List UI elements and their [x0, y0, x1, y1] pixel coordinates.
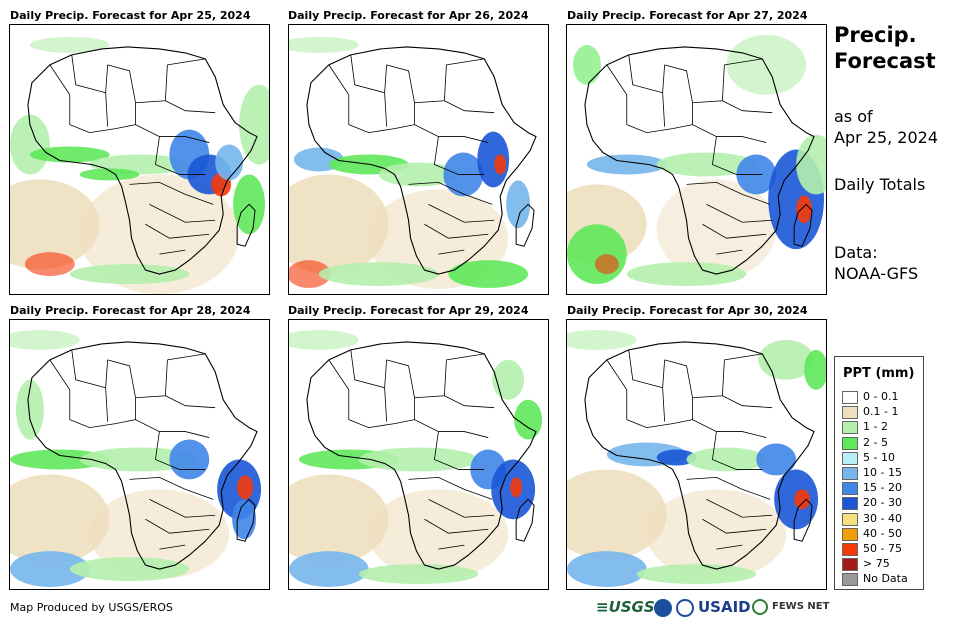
data-source: Data: NOAA-GFS — [834, 242, 918, 284]
legend-swatch — [842, 406, 858, 420]
forecast-map-3 — [566, 24, 827, 295]
panel-title-5: Daily Precip. Forecast for Apr 29, 2024 — [288, 304, 529, 317]
map-svg-2 — [289, 36, 537, 290]
as-of-date: as of Apr 25, 2024 — [834, 106, 938, 148]
side-title: Precip. Forecast — [834, 22, 936, 74]
map-svg-6 — [567, 329, 826, 588]
legend-label: 0.1 - 1 — [863, 405, 899, 419]
legend-swatch — [842, 436, 858, 450]
legend-swatch — [842, 512, 858, 526]
forecast-map-5 — [288, 319, 549, 590]
map-svg-1 — [10, 36, 269, 294]
side-title-line2: Forecast — [834, 49, 936, 73]
panel-title-6: Daily Precip. Forecast for Apr 30, 2024 — [567, 304, 808, 317]
data-label: Data: — [834, 243, 878, 262]
legend-label: 30 - 40 — [863, 511, 902, 525]
legend-swatch — [842, 451, 858, 465]
legend-label: 20 - 30 — [863, 496, 902, 510]
forecast-map-6 — [566, 319, 827, 590]
legend-label: No Data — [863, 572, 908, 586]
legend-swatch — [842, 391, 858, 404]
legend-swatch — [842, 543, 858, 556]
data-value: NOAA-GFS — [834, 264, 919, 283]
forecast-map-1 — [9, 24, 270, 295]
map-svg-4 — [10, 329, 262, 588]
legend-swatch — [842, 558, 858, 572]
legend-label: > 75 — [863, 557, 890, 571]
as-of-label: as of — [834, 107, 873, 126]
usaid-logo: USAID — [698, 598, 751, 616]
legend-label: 5 - 10 — [863, 450, 895, 464]
panel-title-1: Daily Precip. Forecast for Apr 25, 2024 — [10, 9, 251, 22]
usgs-logo: ≡USGS — [596, 598, 655, 616]
legend-swatch — [842, 497, 858, 511]
daily-totals: Daily Totals — [834, 175, 926, 194]
map-svg-3 — [567, 34, 826, 287]
legend-title: PPT (mm) — [843, 366, 915, 381]
legend-swatch — [842, 482, 858, 496]
legend-swatch — [842, 421, 858, 435]
panel-title-4: Daily Precip. Forecast for Apr 28, 2024 — [10, 304, 251, 317]
legend-label: 40 - 50 — [863, 526, 902, 540]
legend-label: 10 - 15 — [863, 466, 902, 479]
legend-label: 15 - 20 — [863, 481, 902, 495]
legend-label: 0 - 0.1 — [863, 390, 899, 403]
footer-credit: Map Produced by USGS/EROS — [10, 601, 173, 614]
legend-label: 2 - 5 — [863, 435, 888, 449]
noaa-logo-icon — [654, 599, 672, 617]
doi-seal-icon — [676, 599, 694, 617]
as-of-value: Apr 25, 2024 — [834, 128, 939, 147]
fews-net-logo: FEWS NET — [772, 601, 830, 612]
legend-swatch — [842, 573, 858, 587]
legend-swatch — [842, 467, 858, 480]
forecast-map-4 — [9, 319, 270, 590]
legend-label: 1 - 2 — [863, 420, 888, 434]
map-svg-5 — [289, 329, 543, 588]
panel-title-3: Daily Precip. Forecast for Apr 27, 2024 — [567, 9, 808, 22]
side-title-line1: Precip. — [834, 23, 917, 47]
panel-title-2: Daily Precip. Forecast for Apr 26, 2024 — [288, 9, 529, 22]
legend-label: 50 - 75 — [863, 542, 902, 555]
forecast-map-2 — [288, 24, 549, 295]
fews-globe-icon — [752, 599, 768, 615]
legend-swatch — [842, 527, 858, 541]
